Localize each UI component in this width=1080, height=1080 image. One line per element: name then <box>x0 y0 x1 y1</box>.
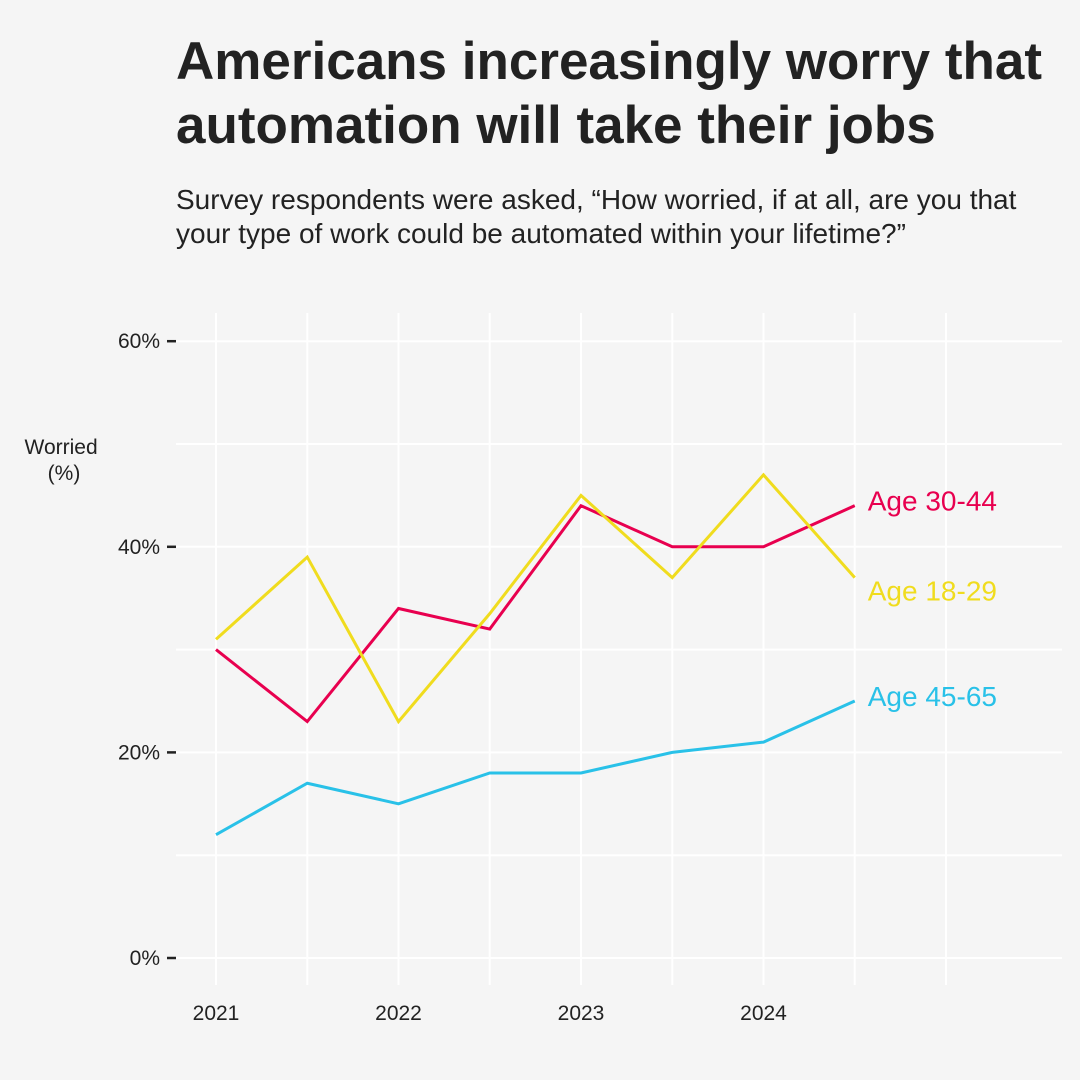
axes: Worried (%) 0% 20% 40% 60% 2021 2022 2023 2024 <box>25 330 788 1025</box>
y-axis-label-line-1: Worried <box>25 436 98 459</box>
series-label: Age 30-44 <box>868 486 997 517</box>
y-tick-label: 60% <box>118 330 160 353</box>
series-lines <box>214 472 856 836</box>
series-label: Age 45-65 <box>868 681 997 712</box>
grid-lines <box>176 313 1062 985</box>
y-tick-label: 40% <box>118 536 160 559</box>
y-axis-label-line-2: (%) <box>48 462 81 485</box>
x-tick-label: 2023 <box>558 1002 605 1025</box>
series-labels: Age 30-44 Age 18-29 Age 45-65 <box>868 486 997 712</box>
series-line <box>215 699 856 836</box>
series-line <box>215 503 856 724</box>
chart-title: Americans increasingly worry that automa… <box>176 32 1042 155</box>
series-line <box>214 472 856 725</box>
x-tick-label: 2022 <box>375 1002 422 1025</box>
series-label: Age 18-29 <box>868 576 997 607</box>
y-tick-label: 20% <box>118 741 160 764</box>
x-tick-label: 2021 <box>193 1002 240 1025</box>
y-axis-label: Worried (%) <box>25 436 104 485</box>
x-tick-label: 2024 <box>740 1002 787 1025</box>
chart-subtitle: Survey respondents were asked, “How worr… <box>176 184 1017 249</box>
y-tick-label: 0% <box>130 947 160 970</box>
